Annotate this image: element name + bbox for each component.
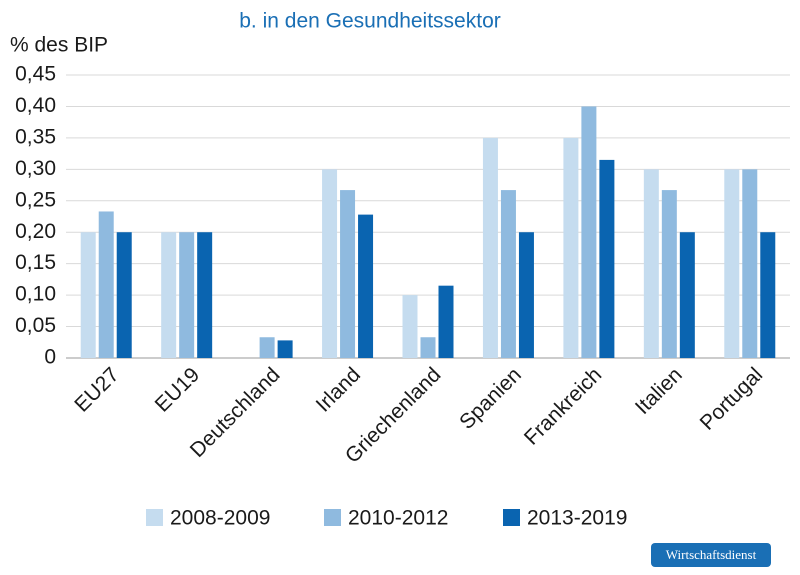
bar	[358, 214, 374, 358]
bar	[161, 232, 177, 358]
bar	[322, 169, 338, 358]
bar	[599, 159, 615, 358]
bar	[116, 232, 132, 358]
x-tick-label: Spanien	[455, 363, 526, 434]
x-tick-label: EU27	[70, 363, 123, 416]
y-tick-label: 0,05	[15, 314, 56, 337]
bar	[197, 232, 213, 358]
bar	[742, 169, 758, 358]
x-tick-label: Frankreich	[520, 363, 606, 449]
bar	[402, 295, 418, 358]
bar	[420, 337, 436, 358]
bar	[438, 285, 454, 358]
bar	[724, 169, 740, 358]
y-tick-label: 0,30	[15, 157, 56, 180]
legend-label: 2010-2012	[348, 507, 448, 530]
bar	[500, 190, 516, 358]
bar	[643, 169, 659, 358]
x-tick-label: Irland	[312, 363, 365, 416]
bar	[679, 232, 695, 358]
badge	[651, 543, 771, 567]
chart-title: b. in den Gesundheitssektor	[239, 10, 501, 33]
legend-swatch	[324, 509, 341, 526]
legend-label: 2013-2019	[527, 507, 627, 530]
y-tick-label: 0,35	[15, 125, 56, 148]
y-axis-label: % des BIP	[10, 34, 108, 57]
bar	[98, 211, 114, 358]
y-tick-label: 0,45	[15, 63, 56, 86]
bar	[563, 137, 579, 358]
bar	[760, 232, 776, 358]
y-tick-label: 0,25	[15, 188, 56, 211]
legend-swatch	[503, 509, 520, 526]
bar	[80, 232, 96, 358]
bar	[259, 337, 275, 358]
y-tick-label: 0	[44, 346, 56, 369]
legend-label: 2008-2009	[170, 507, 270, 530]
x-tick-label: Portugal	[696, 363, 768, 435]
badge-text: Wirtschaftsdienst	[666, 547, 757, 562]
bar	[482, 137, 498, 358]
bar	[277, 340, 293, 358]
x-tick-label: Italien	[631, 363, 687, 419]
x-tick-label: EU19	[151, 363, 204, 416]
y-tick-label: 0,10	[15, 283, 56, 306]
bar	[581, 106, 597, 358]
bar	[340, 190, 356, 358]
bar	[518, 232, 534, 358]
bar	[179, 232, 195, 358]
legend-swatch	[146, 509, 163, 526]
bar	[661, 190, 677, 358]
y-tick-label: 0,20	[15, 220, 56, 243]
y-tick-label: 0,15	[15, 251, 56, 274]
y-tick-label: 0,40	[15, 94, 56, 117]
